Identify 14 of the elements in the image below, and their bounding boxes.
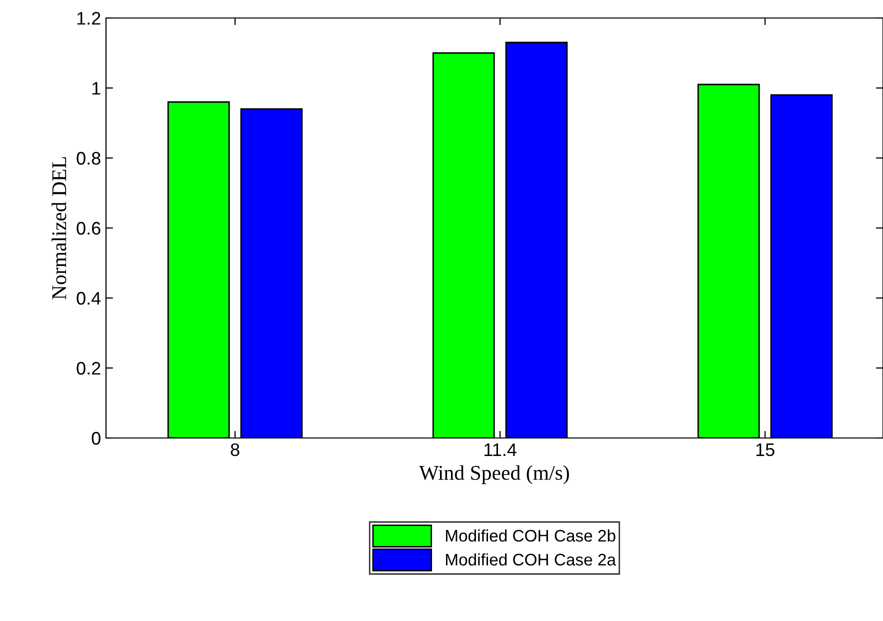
y-tick-label: 1.2 xyxy=(77,12,100,25)
x-tick-label: 15 xyxy=(756,444,774,456)
x-axis-title: Wind Speed (m/s) xyxy=(419,465,569,484)
x-tick-label: 11.4 xyxy=(484,444,516,456)
y-axis-title: Normalized DEL xyxy=(52,157,66,300)
legend-label: Modified COH Case 2b xyxy=(446,529,616,542)
y-tick-label: 1 xyxy=(92,82,100,95)
y-tick-label: 0 xyxy=(92,432,100,445)
y-tick-label: 0.6 xyxy=(76,222,100,235)
x-tick-label: 8 xyxy=(230,443,240,456)
y-tick-label: 0.4 xyxy=(76,292,101,305)
y-tick-label: 0.8 xyxy=(76,152,100,165)
legend-label: Modified COH Case 2a xyxy=(446,553,616,566)
y-tick-label: 0.2 xyxy=(76,362,100,375)
